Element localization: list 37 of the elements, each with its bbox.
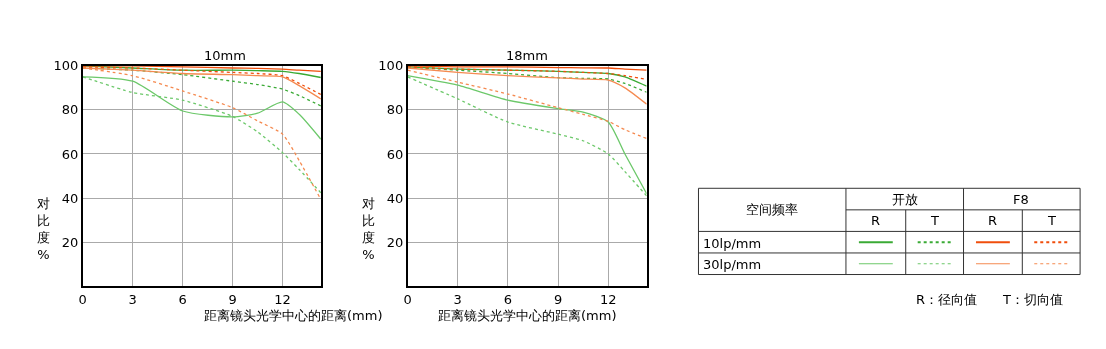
- y-tick-label: 80: [386, 102, 404, 118]
- x-tick-label: 3: [128, 291, 137, 307]
- y-tick-label: 60: [61, 146, 79, 162]
- text: 开放: [892, 192, 918, 207]
- y-tick-label: 20: [61, 234, 79, 250]
- y-axis-title: 对比度%: [37, 196, 50, 262]
- text: T：切向值: [1002, 292, 1063, 307]
- x-tick-label: 9: [553, 291, 563, 307]
- x-tick-label: 0: [403, 291, 412, 307]
- text: 空间频率: [746, 202, 798, 217]
- text: 10lp/mm: [703, 236, 762, 251]
- x-axis-title: 距离镜头光学中心的距离(mm): [204, 308, 383, 323]
- x-tick-label: 6: [178, 291, 187, 307]
- x-tick-label: 6: [503, 291, 513, 307]
- x-tick-label: 9: [228, 291, 237, 307]
- text: F8: [1013, 192, 1029, 207]
- y-tick-label: 100: [53, 58, 79, 74]
- text: R: [988, 213, 998, 228]
- text: T: [930, 213, 939, 228]
- x-tick-label: 3: [453, 291, 462, 307]
- text: T: [1047, 213, 1056, 228]
- x-tick-label: 12: [599, 291, 617, 307]
- y-axis-title: 对比度%: [362, 196, 375, 262]
- x-axis-title: 距离镜头光学中心的距离(mm): [438, 308, 617, 323]
- x-tick-label: 0: [78, 291, 87, 307]
- y-tick-label: 80: [61, 102, 79, 118]
- y-tick-label: 60: [386, 146, 404, 162]
- y-tick-label: 100: [378, 58, 404, 74]
- chart-title: 18mm: [506, 48, 548, 63]
- chart-title: 10mm: [204, 48, 246, 63]
- text: 30lp/mm: [703, 257, 762, 272]
- text: R：径向值: [916, 292, 978, 307]
- y-tick-label: 20: [386, 234, 404, 250]
- x-tick-label: 12: [274, 291, 291, 307]
- y-tick-label: 40: [61, 190, 79, 206]
- y-tick-label: 40: [386, 190, 404, 206]
- text: R: [871, 213, 881, 228]
